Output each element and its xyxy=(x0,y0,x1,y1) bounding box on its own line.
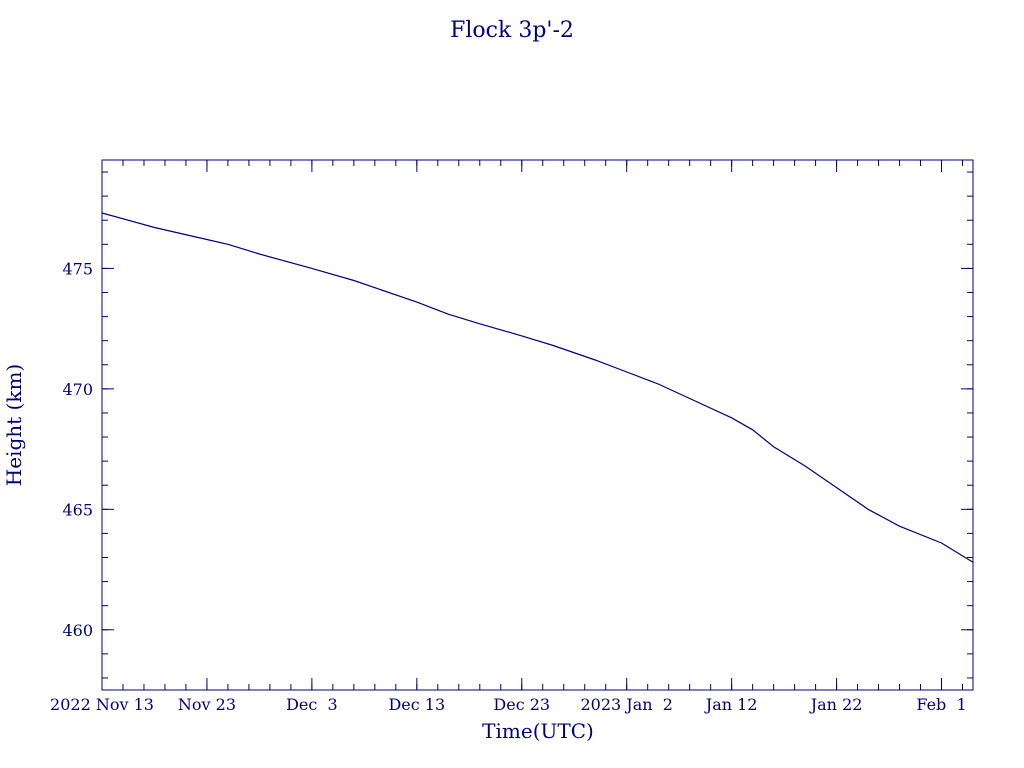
axis-ticks xyxy=(101,160,973,690)
series-line xyxy=(101,212,974,563)
y-axis-label: Height (km) xyxy=(2,364,26,486)
chart-title: Flock 3p'-2 xyxy=(450,18,574,43)
y-tick-label: 460 xyxy=(62,621,93,640)
x-tick-label: Dec 13 xyxy=(388,695,445,714)
x-tick-label: Jan 12 xyxy=(704,695,758,714)
x-tick-label: Nov 23 xyxy=(178,695,236,714)
x-tick-label: Dec 3 xyxy=(286,695,338,714)
x-tick-labels: 2022 Nov 13 Nov 23 Dec 3 Dec 13 Dec 23 2023 J… xyxy=(50,695,967,714)
x-tick-label: Dec 23 xyxy=(493,695,550,714)
y-tick-label: 470 xyxy=(62,380,93,399)
x-tick-label: 2022 Nov 13 xyxy=(50,695,154,714)
y-tick-labels: 460 465 470 475 xyxy=(62,259,93,639)
x-tick-label: 2023 Jan 2 xyxy=(580,695,672,714)
plot-frame xyxy=(101,159,974,691)
y-tick-label: 465 xyxy=(62,500,93,519)
y-tick-label: 475 xyxy=(62,259,93,278)
x-tick-label: Feb 1 xyxy=(916,695,966,714)
x-tick-label: Jan 22 xyxy=(809,695,863,714)
x-axis-label: Time(UTC) xyxy=(482,719,594,743)
